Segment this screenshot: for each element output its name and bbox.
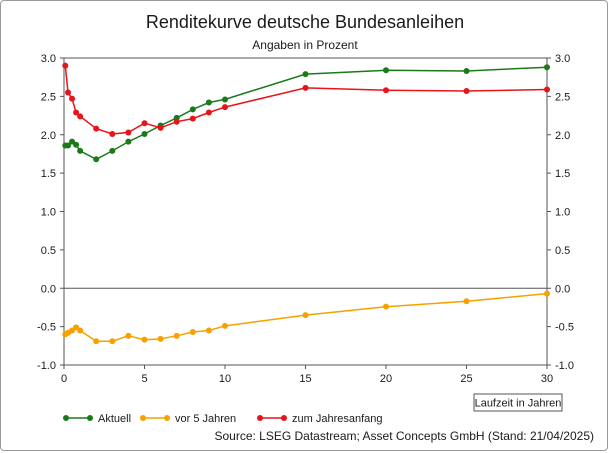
legend-label-vor-5-jahren: vor 5 Jahren bbox=[175, 413, 236, 425]
y-tick-label-left: 2.5 bbox=[41, 91, 56, 103]
y-tick-label-right: 3.0 bbox=[555, 53, 570, 65]
legend-marker-zum-jahresanfang bbox=[257, 415, 263, 421]
data-point-aktuell bbox=[93, 156, 100, 163]
data-point-vor-5-jahren bbox=[141, 336, 148, 343]
data-point-vor-5-jahren bbox=[125, 332, 132, 339]
data-point-zum-jahresanfang bbox=[222, 104, 228, 111]
x-tick-label: 15 bbox=[299, 373, 311, 385]
y-tick-label-right: 1.5 bbox=[555, 168, 570, 180]
x-tick-label: 20 bbox=[380, 373, 392, 385]
data-point-vor-5-jahren bbox=[93, 338, 100, 345]
y-tick-label-right: 2.5 bbox=[555, 91, 570, 103]
data-point-vor-5-jahren bbox=[463, 298, 470, 305]
y-tick-label-right: -1.0 bbox=[555, 360, 574, 372]
data-point-aktuell bbox=[205, 99, 212, 106]
data-point-zum-jahresanfang bbox=[302, 84, 309, 91]
data-point-zum-jahresanfang bbox=[141, 120, 148, 127]
data-point-vor-5-jahren bbox=[544, 290, 550, 297]
chart-title: Renditekurve deutsche Bundesanleihen bbox=[146, 12, 464, 32]
y-axis-left: -1.0 -0.5 0.0 0.5 1.0 1.5 2.0 2.5 3.0 bbox=[37, 53, 64, 372]
series-line-aktuell bbox=[65, 66, 548, 161]
x-tick-label: 10 bbox=[219, 373, 231, 385]
data-point-vor-5-jahren bbox=[77, 327, 84, 334]
data-point-zum-jahresanfang bbox=[77, 113, 84, 120]
legend-marker-aktuell bbox=[63, 415, 69, 421]
y-tick-label-left: 0.5 bbox=[41, 245, 56, 257]
data-point-aktuell bbox=[109, 147, 116, 154]
data-point-aktuell bbox=[189, 106, 196, 113]
data-point-zum-jahresanfang bbox=[73, 109, 80, 116]
source-note: Source: LSEG Datastream; Asset Concepts … bbox=[214, 429, 594, 443]
data-point-zum-jahresanfang bbox=[157, 124, 164, 131]
data-point-zum-jahresanfang bbox=[65, 89, 72, 96]
data-point-vor-5-jahren bbox=[302, 312, 309, 319]
legend-label-zum-jahresanfang: zum Jahresanfang bbox=[292, 413, 383, 425]
series-layer bbox=[62, 62, 550, 345]
data-point-zum-jahresanfang bbox=[125, 129, 132, 136]
data-point-aktuell bbox=[544, 64, 550, 71]
data-point-zum-jahresanfang bbox=[189, 115, 196, 122]
data-point-aktuell bbox=[383, 67, 389, 74]
legend-marker-vor-5-jahren bbox=[164, 415, 170, 421]
data-point-vor-5-jahren bbox=[383, 303, 389, 310]
y-tick-label-left: 2.0 bbox=[41, 130, 56, 142]
x-tick-label: 25 bbox=[460, 373, 472, 385]
legend: Aktuell vor 5 Jahren zum Jahresanfang bbox=[63, 413, 383, 425]
y-axis-right: -1.0 -0.5 0.0 0.5 1.0 1.5 2.0 2.5 3.0 bbox=[547, 53, 574, 372]
data-point-zum-jahresanfang bbox=[62, 62, 69, 69]
data-point-vor-5-jahren bbox=[109, 338, 116, 345]
data-point-zum-jahresanfang bbox=[383, 87, 389, 94]
data-point-aktuell bbox=[302, 71, 309, 78]
data-point-vor-5-jahren bbox=[173, 332, 180, 339]
x-tick-label: 30 bbox=[541, 373, 553, 385]
data-point-zum-jahresanfang bbox=[463, 88, 470, 95]
x-axis: 0 5 10 15 20 25 30 bbox=[61, 365, 553, 385]
data-point-zum-jahresanfang bbox=[69, 95, 76, 102]
data-point-vor-5-jahren bbox=[157, 335, 164, 342]
data-point-aktuell bbox=[65, 142, 72, 149]
y-tick-label-right: 2.0 bbox=[555, 130, 570, 142]
y-tick-label-left: 1.0 bbox=[41, 207, 56, 219]
data-point-zum-jahresanfang bbox=[205, 109, 212, 116]
x-tick-label: 0 bbox=[61, 373, 67, 385]
data-point-vor-5-jahren bbox=[189, 328, 196, 335]
y-tick-label-right: 1.0 bbox=[555, 207, 570, 219]
data-point-vor-5-jahren bbox=[205, 327, 212, 334]
y-tick-label-left: -0.5 bbox=[37, 322, 56, 334]
y-tick-label-left: 3.0 bbox=[41, 53, 56, 65]
data-point-aktuell bbox=[77, 147, 84, 154]
y-tick-label-right: 0.0 bbox=[555, 283, 570, 295]
y-tick-label-left: 1.5 bbox=[41, 168, 56, 180]
chart-subtitle: Angaben in Prozent bbox=[252, 38, 358, 52]
data-point-aktuell bbox=[222, 96, 228, 103]
y-tick-label-right: -0.5 bbox=[555, 322, 574, 334]
y-tick-label-left: -1.0 bbox=[37, 360, 56, 372]
plot-area bbox=[63, 57, 548, 366]
y-tick-label-right: 0.5 bbox=[555, 245, 570, 257]
data-point-zum-jahresanfang bbox=[544, 86, 550, 93]
data-point-zum-jahresanfang bbox=[93, 125, 100, 132]
data-point-aktuell bbox=[141, 130, 148, 137]
x-axis-label: Laufzeit in Jahren bbox=[475, 398, 562, 410]
x-axis-label-box bbox=[473, 393, 563, 412]
x-tick-label: 5 bbox=[141, 373, 147, 385]
data-point-aktuell bbox=[125, 138, 132, 145]
y-tick-label-left: 0.0 bbox=[41, 283, 56, 295]
data-point-aktuell bbox=[73, 141, 80, 148]
data-point-vor-5-jahren bbox=[222, 322, 228, 329]
data-point-aktuell bbox=[463, 68, 470, 75]
legend-label-aktuell: Aktuell bbox=[98, 413, 131, 425]
legend-marker-zum-jahresanfang bbox=[281, 415, 287, 421]
legend-marker-vor-5-jahren bbox=[140, 415, 146, 421]
legend-marker-aktuell bbox=[87, 415, 93, 421]
data-point-zum-jahresanfang bbox=[173, 118, 180, 125]
data-point-zum-jahresanfang bbox=[109, 130, 116, 137]
